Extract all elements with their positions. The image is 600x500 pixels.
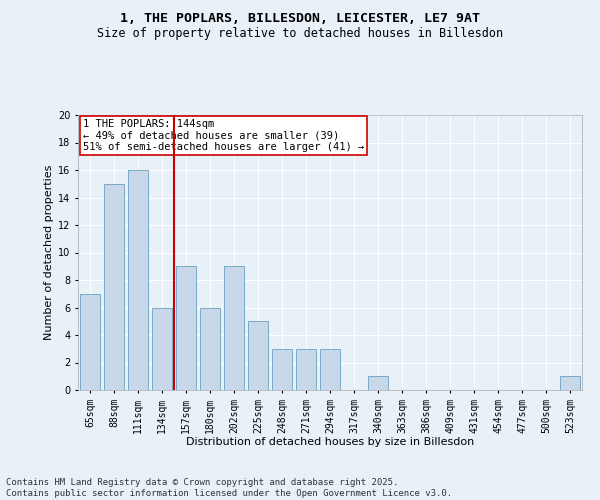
Bar [224,266,244,390]
Bar [560,376,580,390]
Bar [200,308,220,390]
Text: 1, THE POPLARS, BILLESDON, LEICESTER, LE7 9AT: 1, THE POPLARS, BILLESDON, LEICESTER, LE… [120,12,480,26]
Text: Size of property relative to detached houses in Billesdon: Size of property relative to detached ho… [97,28,503,40]
Bar [248,322,268,390]
Bar [128,170,148,390]
Bar [152,308,172,390]
Y-axis label: Number of detached properties: Number of detached properties [44,165,54,340]
Bar [368,376,388,390]
Bar [176,266,196,390]
X-axis label: Distribution of detached houses by size in Billesdon: Distribution of detached houses by size … [186,437,474,447]
Text: Contains HM Land Registry data © Crown copyright and database right 2025.
Contai: Contains HM Land Registry data © Crown c… [6,478,452,498]
Bar [80,294,100,390]
Bar [296,349,316,390]
Bar [272,349,292,390]
Bar [104,184,124,390]
Text: 1 THE POPLARS: 144sqm
← 49% of detached houses are smaller (39)
51% of semi-deta: 1 THE POPLARS: 144sqm ← 49% of detached … [83,119,364,152]
Bar [320,349,340,390]
